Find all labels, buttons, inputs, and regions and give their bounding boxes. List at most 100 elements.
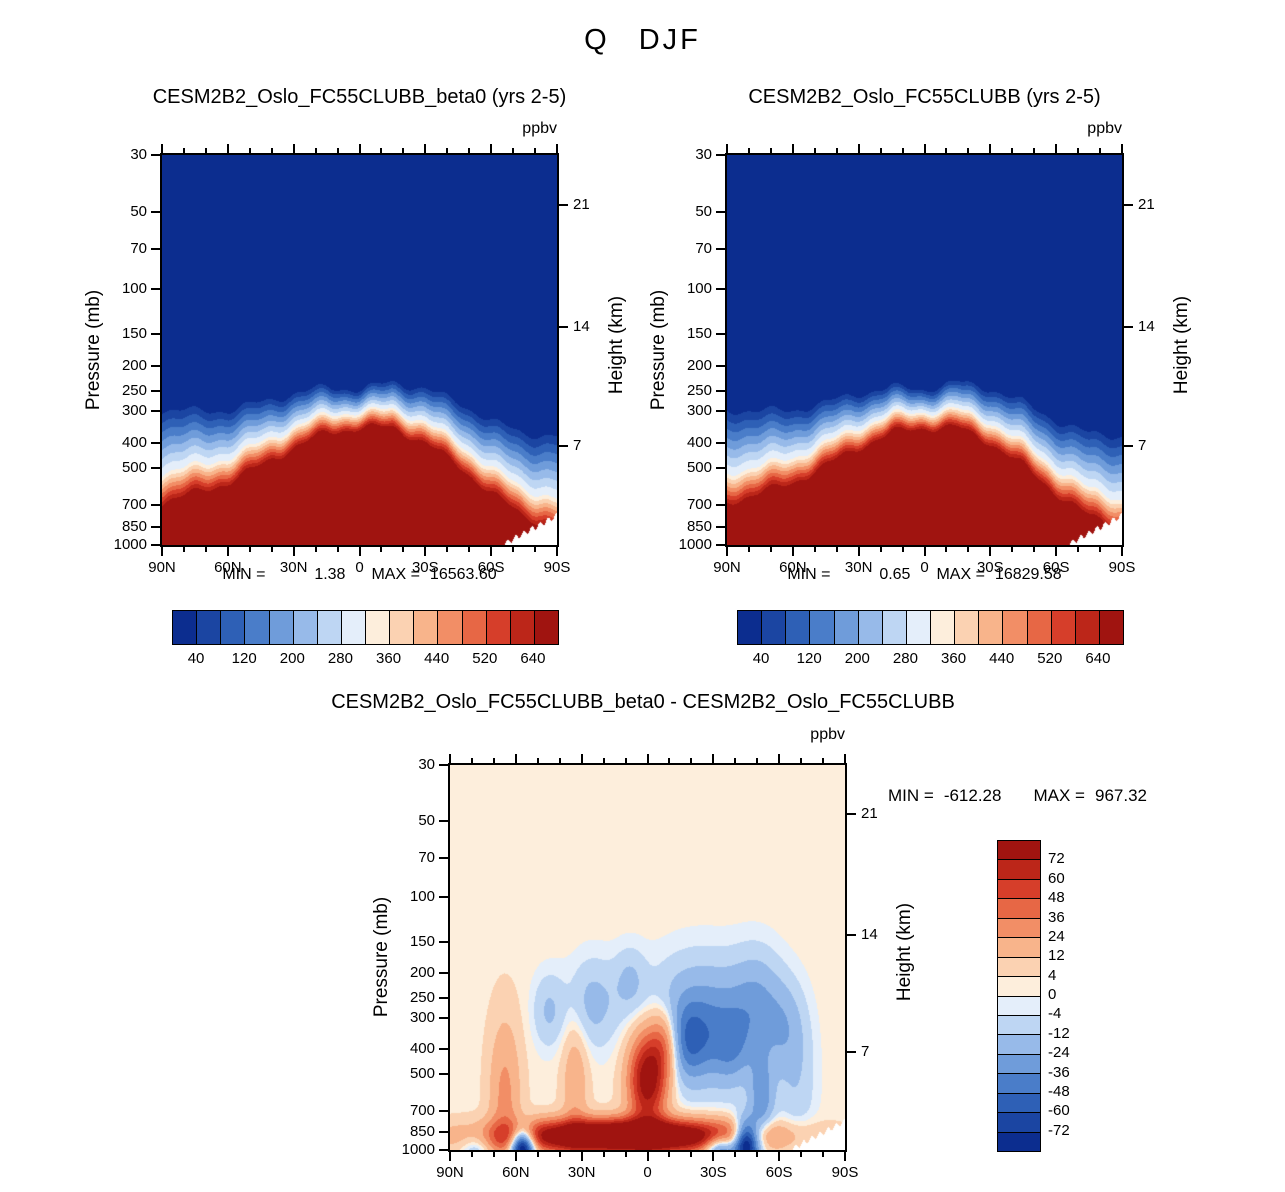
panel-a-pressure-tick: [151, 504, 160, 507]
panel-b-min-label: MIN =: [787, 566, 831, 583]
diff-pressure-tick-label: 300: [409, 1008, 435, 1026]
diff-x-tick-label: 30S: [699, 1164, 727, 1181]
panel-b-pressure-tick: [716, 466, 725, 469]
panel-a-max-label: MAX =: [371, 566, 420, 583]
diff-x-axis-tick: [470, 1152, 473, 1157]
diff-x-tick-label: 0: [643, 1164, 652, 1181]
diff-x-axis-tick-top: [514, 754, 517, 763]
panel-b-x-axis-tick-top: [945, 148, 948, 153]
panel-b-colorbar-tick-label: 360: [941, 650, 967, 667]
panel-b-colorbar-cell: [834, 611, 859, 644]
diff-pressure-tick-label: 1000: [401, 1141, 435, 1158]
panel-a-pressure-tick: [151, 442, 160, 445]
diff-pressure-tick-label: 250: [409, 988, 435, 1006]
diff-colorbar-tick-label: 4: [1048, 966, 1057, 984]
panel-a-colorbar-cell: [414, 611, 439, 644]
diff-max-value: 967.32: [1094, 786, 1147, 805]
diff-colorbar-tick-label: 72: [1048, 850, 1065, 868]
diff-x-axis-tick-top: [844, 754, 846, 763]
panel-a-height-tick-label: 7: [573, 436, 582, 454]
diff-x-axis-tick: [668, 1152, 671, 1157]
diff-colorbar-tick-label: 48: [1048, 889, 1065, 907]
diff-x-axis-tick-top: [536, 758, 539, 763]
panel-b-pressure-tick-label: 100: [686, 279, 712, 297]
panel-b-pressure-tick-label: 500: [686, 458, 712, 476]
diff-pressure-tick: [439, 996, 448, 999]
panel-a-colorbar-cell: [462, 611, 487, 644]
diff-x-axis-tick: [602, 1152, 605, 1157]
panel-a-colorbar-cell: [534, 611, 558, 644]
diff-pressure-tick-label: 50: [418, 812, 435, 830]
diff-title: CESM2B2_Oslo_FC55CLUBB_beta0 - CESM2B2_O…: [331, 691, 955, 713]
panel-a-x-axis-tick: [468, 547, 471, 552]
panel-b-colorbar-tick-label: 200: [844, 650, 870, 667]
panel-b-colorbar-tick-label: 280: [892, 650, 918, 667]
diff-x-tick-label: 60N: [502, 1164, 530, 1181]
diff-pressure-tick: [439, 820, 448, 823]
diff-x-axis-tick-top: [756, 758, 759, 763]
panel-b-x-axis-tick: [1099, 547, 1102, 552]
panel-b-contour-plot: [727, 155, 1122, 545]
diff-pressure-tick: [439, 896, 448, 899]
panel-b-x-axis-tick-top: [1011, 148, 1014, 153]
diff-x-axis-tick: [800, 1152, 803, 1157]
panel-b-x-tick-label: 30N: [844, 559, 873, 576]
panel-a-pressure-tick: [151, 410, 160, 413]
panel-b-pressure-tick-label: 30: [695, 146, 712, 163]
diff-pressure-tick-label: 70: [418, 849, 435, 867]
panel-a-stats: MIN = 1.38 MAX = 16563.60: [162, 566, 557, 584]
diff-min-label: MIN =: [888, 786, 934, 805]
panel-a-x-axis-tick-top: [336, 148, 339, 153]
diff-x-axis-tick: [822, 1152, 825, 1157]
panel-b-pressure-tick: [716, 544, 725, 546]
diff-colorbar-tick-label: 12: [1048, 947, 1065, 965]
panel-a-x-axis-tick-top: [402, 148, 405, 153]
panel-a-colorbar-cell: [438, 611, 463, 644]
panel-b-stats: MIN = 0.65 MAX = 16829.58: [727, 566, 1122, 584]
panel-b-pressure-tick-label: 200: [686, 356, 712, 374]
panel-a-x-axis-tick: [490, 547, 493, 556]
panel-b-x-axis-tick: [791, 547, 794, 556]
panel-a-height-tick: [559, 326, 568, 329]
diff-x-axis-tick-top: [668, 758, 671, 763]
panel-b-pressure-tick-label: 400: [686, 434, 712, 452]
panel-a-x-axis-tick: [380, 547, 383, 552]
panel-b-pressure-tick-label: 150: [686, 325, 712, 342]
panel-b-x-tick-label: 90S: [1108, 559, 1136, 576]
panel-b-x-axis-tick-top: [879, 148, 882, 153]
panel-a-pressure-tick: [151, 287, 160, 290]
diff-colorbar-cell: [998, 918, 1040, 939]
panel-b-height-tick: [1124, 203, 1133, 206]
diff-x-axis-tick: [624, 1152, 627, 1157]
diff-pressure-tick-label: 400: [409, 1040, 435, 1058]
panel-a-colorbar-cell: [221, 611, 246, 644]
diff-colorbar-tick-label: -72: [1048, 1121, 1070, 1139]
panel-a-colorbar-tick-label: 120: [231, 650, 257, 667]
panel-b-x-axis-tick: [1011, 547, 1014, 552]
panel-a-pressure-tick-label: 30: [130, 146, 147, 163]
panel-b-x-tick-label: 0: [920, 559, 929, 576]
panel-a-x-axis-tick: [248, 547, 251, 552]
panel-b-x-axis-tick-top: [791, 144, 794, 153]
diff-x-tick-label: 90N: [436, 1164, 464, 1181]
panel-b-colorbar-cell: [810, 611, 835, 644]
panel-b-pressure-tick: [716, 248, 725, 251]
diff-x-axis-tick-top: [580, 754, 583, 763]
panel-b-x-axis-tick: [835, 547, 838, 552]
panel-a-colorbar-cell: [317, 611, 342, 644]
panel-a-pressure-tick: [151, 248, 160, 251]
panel-b-colorbar-cell: [1003, 611, 1028, 644]
panel-a-pressure-tick: [151, 525, 160, 528]
panel-b-title: CESM2B2_Oslo_FC55CLUBB (yrs 2-5): [748, 86, 1101, 108]
panel-a-title: CESM2B2_Oslo_FC55CLUBB_beta0 (yrs 2-5): [152, 86, 567, 108]
diff-height-tick-label: 21: [861, 805, 878, 823]
diff-x-axis-tick-top: [602, 758, 605, 763]
panel-b-x-axis-tick-top: [967, 148, 970, 153]
diff-pressure-tick: [439, 1072, 448, 1075]
panel-b-colorbar-cell: [931, 611, 956, 644]
panel-a-colorbar-cell: [366, 611, 391, 644]
panel-b-colorbar-tick-label: 40: [752, 650, 770, 667]
panel-a-colorbar-tick-label: 280: [327, 650, 353, 667]
panel-a-pressure-tick-label: 300: [121, 402, 147, 420]
